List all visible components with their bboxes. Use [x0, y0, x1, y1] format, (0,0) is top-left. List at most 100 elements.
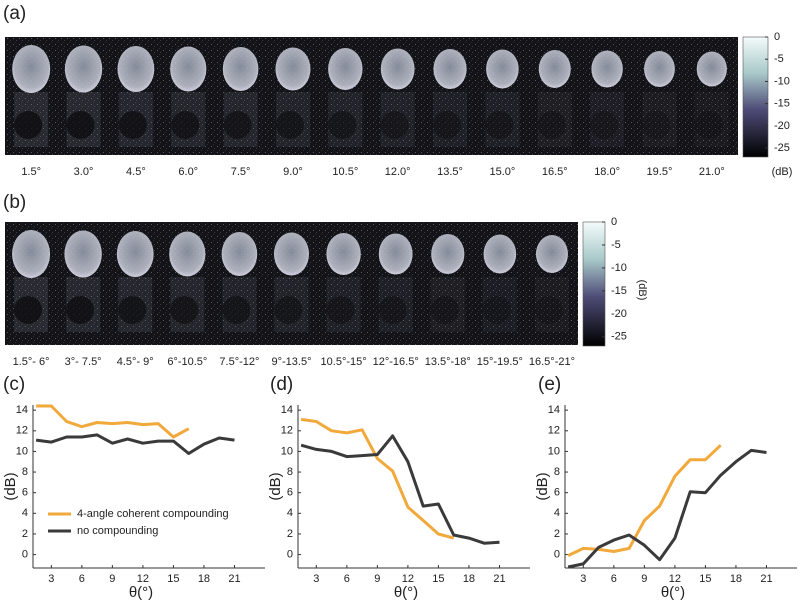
phantom-inclusion [169, 231, 206, 277]
legend-label: no compounding [77, 525, 158, 537]
phantom-inclusion [486, 49, 519, 89]
y-tick-label: 2 [22, 528, 28, 540]
colorbar-tick-label: -15 [611, 285, 627, 297]
x-tick-label: 6 [344, 573, 350, 585]
panel-label: (a) [3, 3, 26, 24]
angle-label: 9°-13.5° [272, 356, 312, 368]
phantom-inclusion [378, 233, 413, 275]
angle-label: 15.0° [489, 166, 515, 178]
y-tick-label: 0 [554, 548, 560, 560]
series-line [36, 404, 190, 439]
angle-label: 15°-19.5° [477, 356, 523, 368]
angle-label: 9.0° [283, 166, 303, 178]
phantom-column [328, 92, 363, 147]
x-tick-label: 3 [580, 573, 586, 585]
colorbar-tick-label: -15 [774, 98, 790, 110]
x-tick-label: 9 [109, 573, 115, 585]
colorbar-tick-label: -10 [774, 75, 790, 87]
phantom-column [380, 92, 415, 147]
cyst [380, 111, 409, 139]
angle-label: 16.5° [542, 166, 568, 178]
phantom-column [326, 277, 361, 332]
phantom-inclusion [644, 51, 675, 87]
cyst [118, 111, 147, 139]
phantom-column [378, 277, 413, 332]
y-tick-label: 0 [287, 548, 293, 560]
y-tick-label: 12 [281, 425, 293, 437]
x-axis-label: θ(°) [661, 584, 685, 601]
series-line [300, 434, 500, 545]
phantom-column [590, 92, 625, 147]
angle-label: 6.0° [178, 166, 198, 178]
phantom-inclusion [326, 233, 361, 275]
colorbar-tick-label: 0 [611, 216, 617, 228]
x-tick-label: 3 [313, 573, 319, 585]
phantom-column [537, 92, 572, 147]
colorbar-tick-label: -25 [611, 331, 627, 343]
cyst [275, 111, 304, 139]
x-tick-label: 21 [228, 573, 240, 585]
colorbar-tick-label: -25 [774, 142, 790, 154]
x-tick-label: 9 [374, 573, 380, 585]
angle-label: 13.5°-18° [425, 356, 471, 368]
colorbar-tick-label: -20 [611, 308, 627, 320]
phantom-inclusion [483, 234, 517, 274]
angle-label: 7.5°-12° [219, 356, 259, 368]
phantom-column [694, 92, 729, 147]
phantom-inclusion [433, 49, 467, 89]
phantom-inclusion [222, 47, 259, 91]
phantom-inclusion [170, 46, 207, 92]
angle-label: 21.0° [699, 166, 725, 178]
cyst [537, 111, 566, 139]
y-axis-label: (dB) [267, 472, 284, 500]
y-axis-label: (dB) [534, 472, 551, 500]
series-line [35, 433, 235, 455]
y-tick-label: 10 [16, 445, 28, 457]
phantom-inclusion [221, 232, 258, 276]
angle-label: 13.5° [437, 166, 463, 178]
cyst [590, 111, 619, 139]
colorbar-tick-label: -20 [774, 120, 790, 132]
angle-label: 4.5°- 9° [117, 356, 154, 368]
cyst [223, 111, 252, 139]
y-tick-label: 6 [287, 487, 293, 499]
panel-label: (e) [538, 374, 561, 395]
cyst [118, 296, 147, 324]
phantom-column [433, 92, 468, 147]
phantom-column [642, 92, 677, 147]
y-tick-label: 14 [16, 404, 28, 416]
phantom-column [485, 92, 520, 147]
y-axis-label: (dB) [2, 472, 19, 500]
colorbar-tick-label: -5 [774, 53, 784, 65]
x-tick-label: 15 [167, 573, 179, 585]
angle-label: 7.5° [231, 166, 251, 178]
y-tick-label: 8 [22, 466, 28, 478]
ultrasound-strip [5, 37, 738, 155]
cyst [534, 296, 563, 324]
phantom-inclusion [116, 231, 154, 277]
phantom-inclusion [12, 45, 51, 93]
phantom-column [274, 277, 309, 332]
series-line [300, 417, 455, 540]
cyst [66, 296, 95, 324]
x-tick-label: 21 [760, 573, 772, 585]
angle-label: 3°- 7.5° [65, 356, 102, 368]
phantom-inclusion [328, 48, 363, 90]
phantom-inclusion [274, 232, 309, 276]
series-line [567, 444, 722, 557]
x-tick-label: 6 [79, 573, 85, 585]
y-tick-label: 14 [548, 404, 560, 416]
phantom-inclusion [117, 46, 155, 92]
y-tick-label: 2 [287, 528, 293, 540]
cyst [430, 296, 459, 324]
x-tick-label: 6 [611, 573, 617, 585]
x-axis-label: θ(°) [394, 584, 418, 601]
cyst [694, 111, 723, 139]
x-tick-label: 12 [402, 573, 414, 585]
phantom-inclusion [696, 51, 727, 87]
x-tick-label: 3 [48, 573, 54, 585]
cyst [326, 296, 355, 324]
angle-label: 12°-16.5° [373, 356, 419, 368]
phantom-inclusion [64, 45, 103, 93]
